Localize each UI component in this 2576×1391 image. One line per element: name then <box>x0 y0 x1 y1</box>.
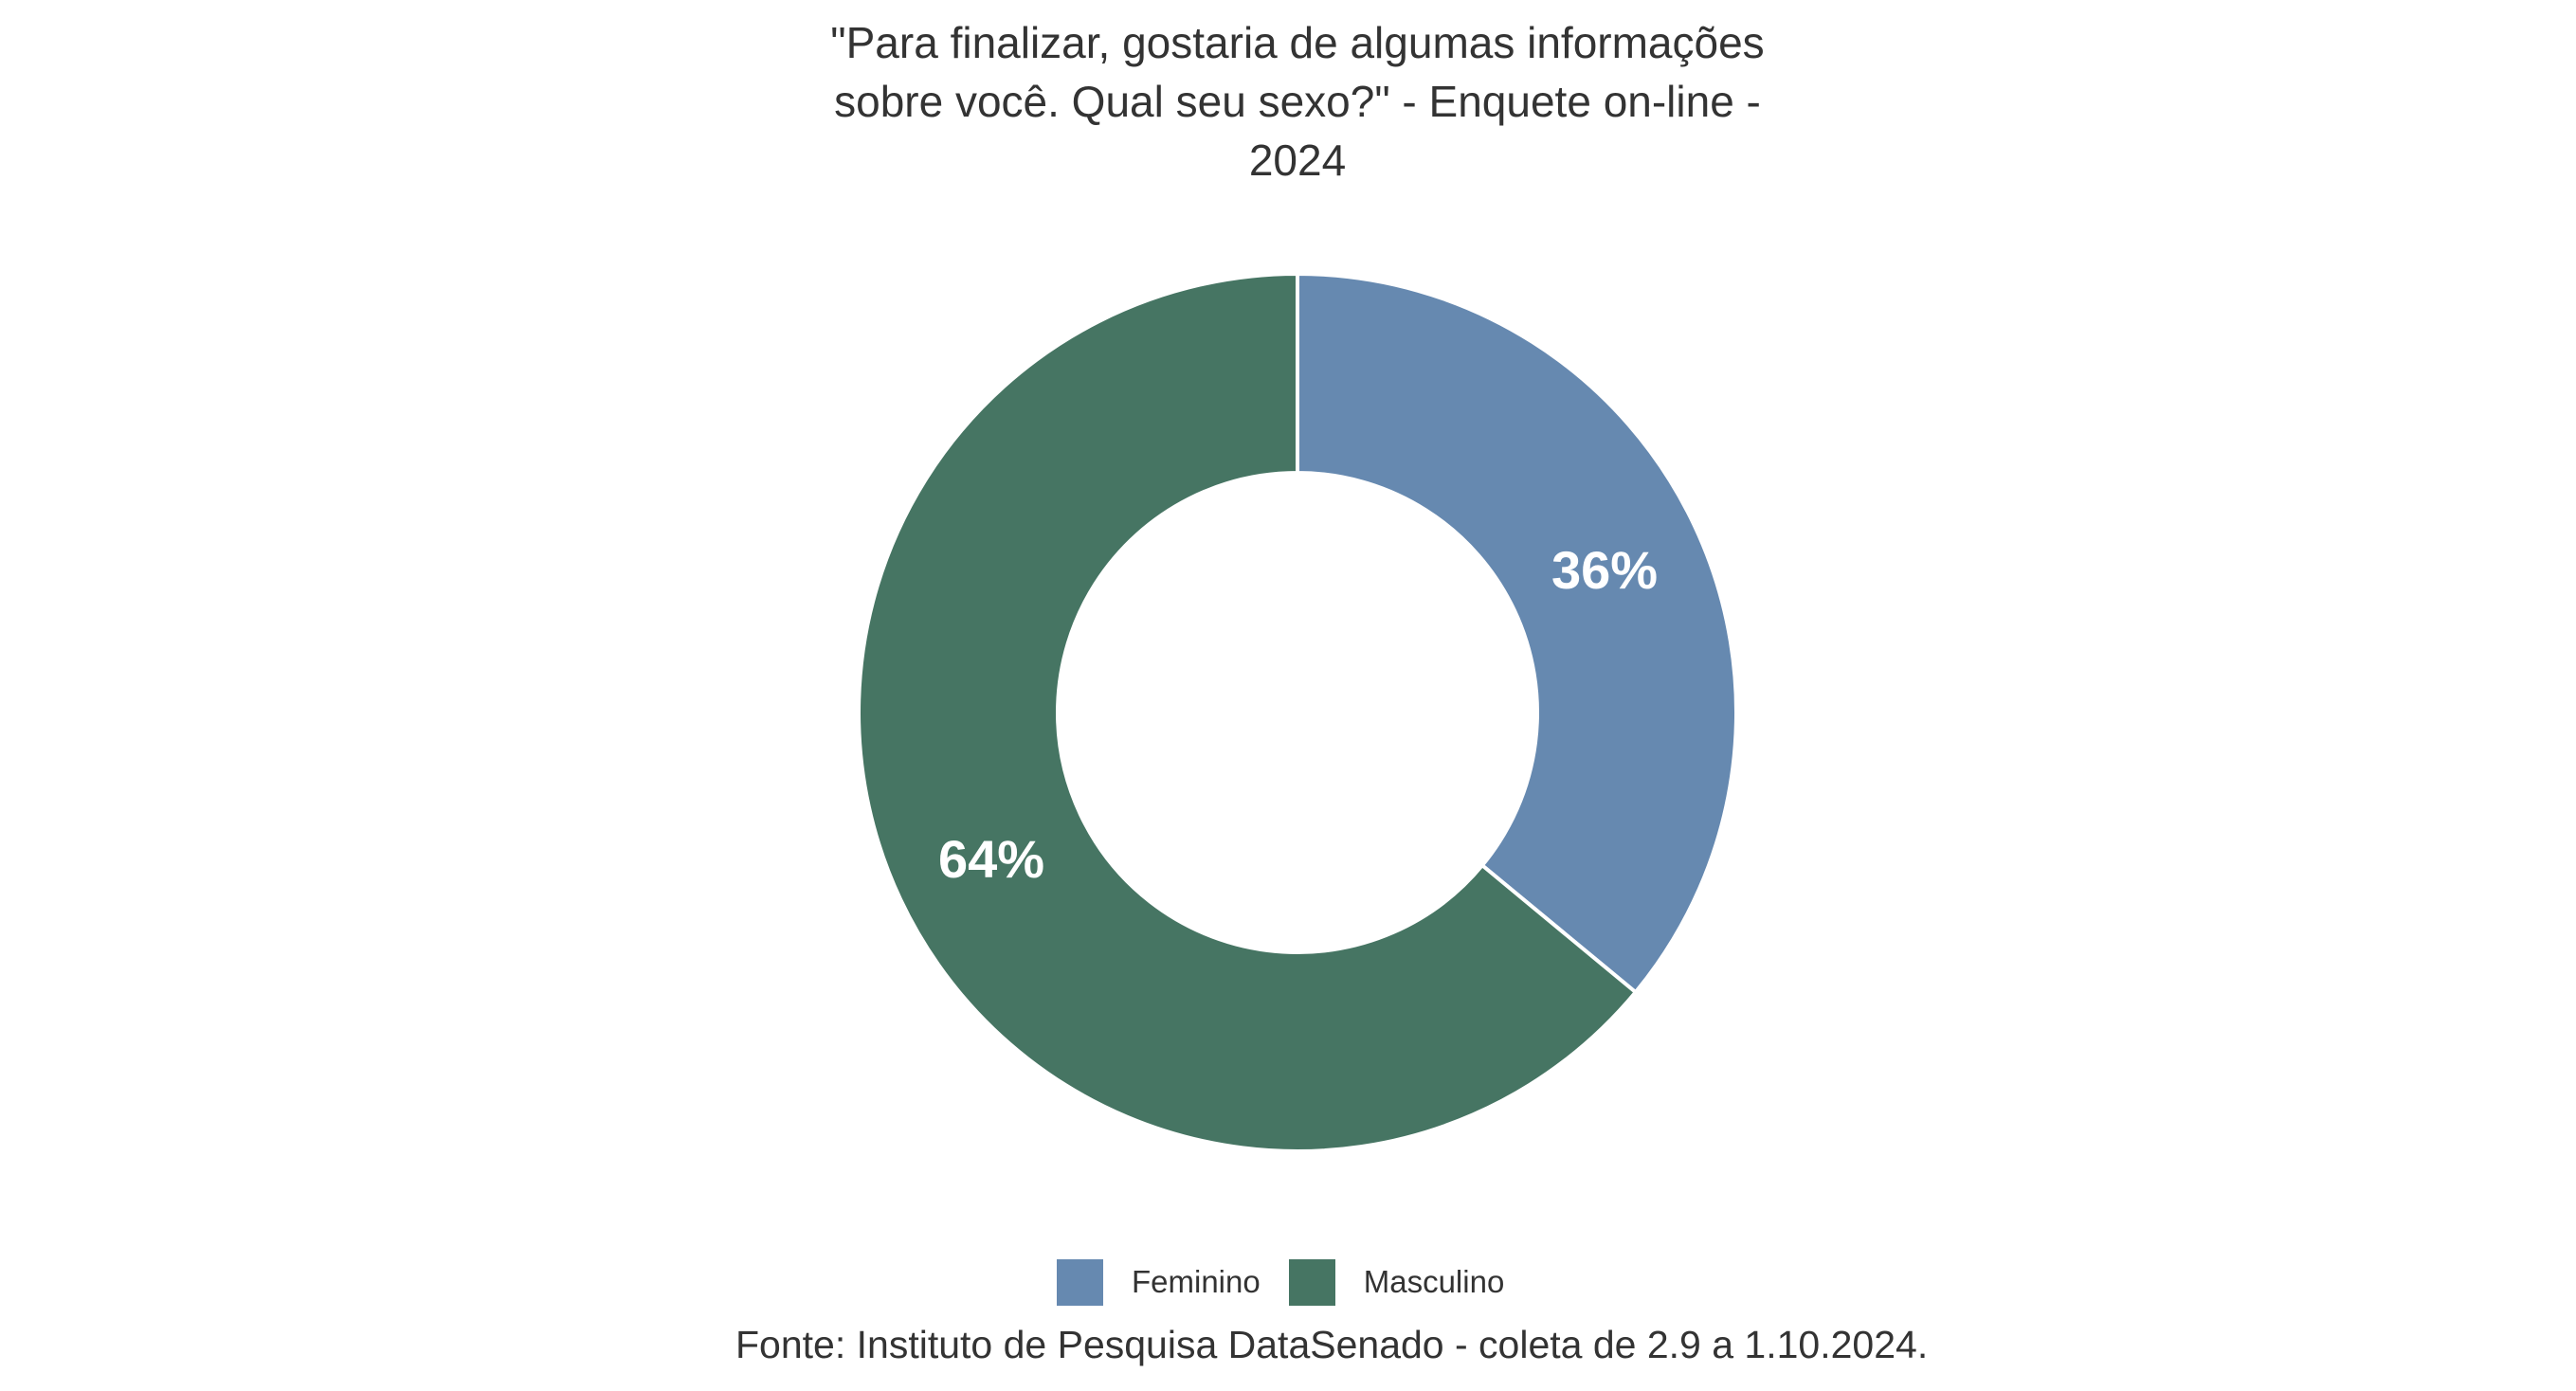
chart-title-line-3: 2024 <box>1248 135 1347 185</box>
legend-item-masculino[interactable]: Masculino <box>1288 1258 1505 1306</box>
donut-chart: 36% 64% <box>857 271 1739 1153</box>
chart-title-line-2: sobre você. Qual seu sexo?" - Enquete on… <box>834 77 1761 126</box>
data-label-feminino: 36% <box>1551 540 1658 600</box>
chart-title: "Para finalizar, gostaria de algumas inf… <box>0 13 2576 190</box>
legend-item-feminino[interactable]: Feminino <box>1057 1258 1261 1306</box>
legend-swatch-masculino <box>1288 1258 1335 1306</box>
donut-slice-masculino[interactable] <box>857 271 1639 1153</box>
legend-label-feminino: Feminino <box>1132 1264 1261 1299</box>
data-label-masculino: 64% <box>938 829 1044 889</box>
source-note: Fonte: Instituto de Pesquisa DataSenado … <box>735 1323 1929 1366</box>
legend-swatch-feminino <box>1057 1258 1103 1306</box>
donut-slices <box>857 271 1739 1153</box>
chart-legend: Feminino Masculino <box>1057 1258 1533 1306</box>
donut-data-labels: 36% 64% <box>938 540 1658 889</box>
donut-slice-feminino[interactable] <box>1296 271 1739 995</box>
chart-title-line-1: "Para finalizar, gostaria de algumas inf… <box>830 18 1765 67</box>
legend-label-masculino: Masculino <box>1363 1264 1505 1299</box>
